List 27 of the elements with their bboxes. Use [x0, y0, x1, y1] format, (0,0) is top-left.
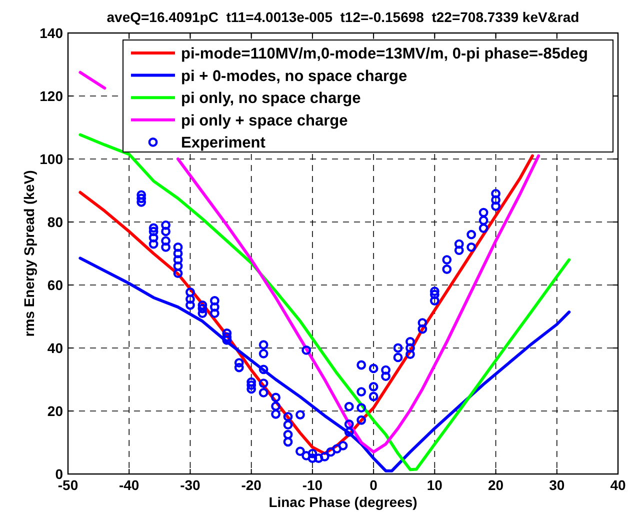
legend-label: pi + 0-modes, no space charge	[181, 68, 408, 85]
x-tick-label: 40	[610, 477, 626, 493]
x-tick-label: -40	[118, 477, 140, 493]
x-tick-label: 30	[549, 477, 565, 493]
x-tick-label: 10	[426, 477, 443, 493]
x-tick-label: -20	[241, 477, 262, 493]
y-tick-label: 40	[47, 340, 64, 356]
chart-title: aveQ=16.4091pC t11=4.0013e-005 t12=-0.15698 t22=708.7339 keV&rad	[106, 9, 580, 25]
legend-label: pi only + space charge	[181, 112, 348, 130]
x-tick-label: 20	[488, 477, 504, 493]
legend-label: pi only, no space charge	[181, 90, 362, 108]
y-axis-title: rms Energy Spread (keV)	[21, 170, 37, 337]
y-tick-label: 60	[47, 277, 64, 293]
x-tick-label: -10	[302, 477, 323, 493]
x-tick-label: 0	[370, 477, 378, 493]
y-tick-label: 140	[40, 25, 64, 41]
y-tick-label: 80	[47, 214, 64, 230]
y-tick-label: 0	[55, 466, 64, 482]
y-tick-label: 120	[40, 88, 64, 104]
line-series	[78, 256, 571, 472]
y-tick-label: 20	[47, 403, 64, 419]
legend-label: Experiment	[181, 134, 266, 152]
x-tick-label: -30	[180, 477, 201, 493]
line-series	[78, 133, 571, 472]
x-axis-title: Linac Phase (degrees)	[268, 494, 418, 510]
legend-label: pi-mode=110MV/m,0-mode=13MV/m, 0-pi phase=-85deg	[181, 46, 588, 62]
y-tick-label: 100	[40, 151, 64, 167]
